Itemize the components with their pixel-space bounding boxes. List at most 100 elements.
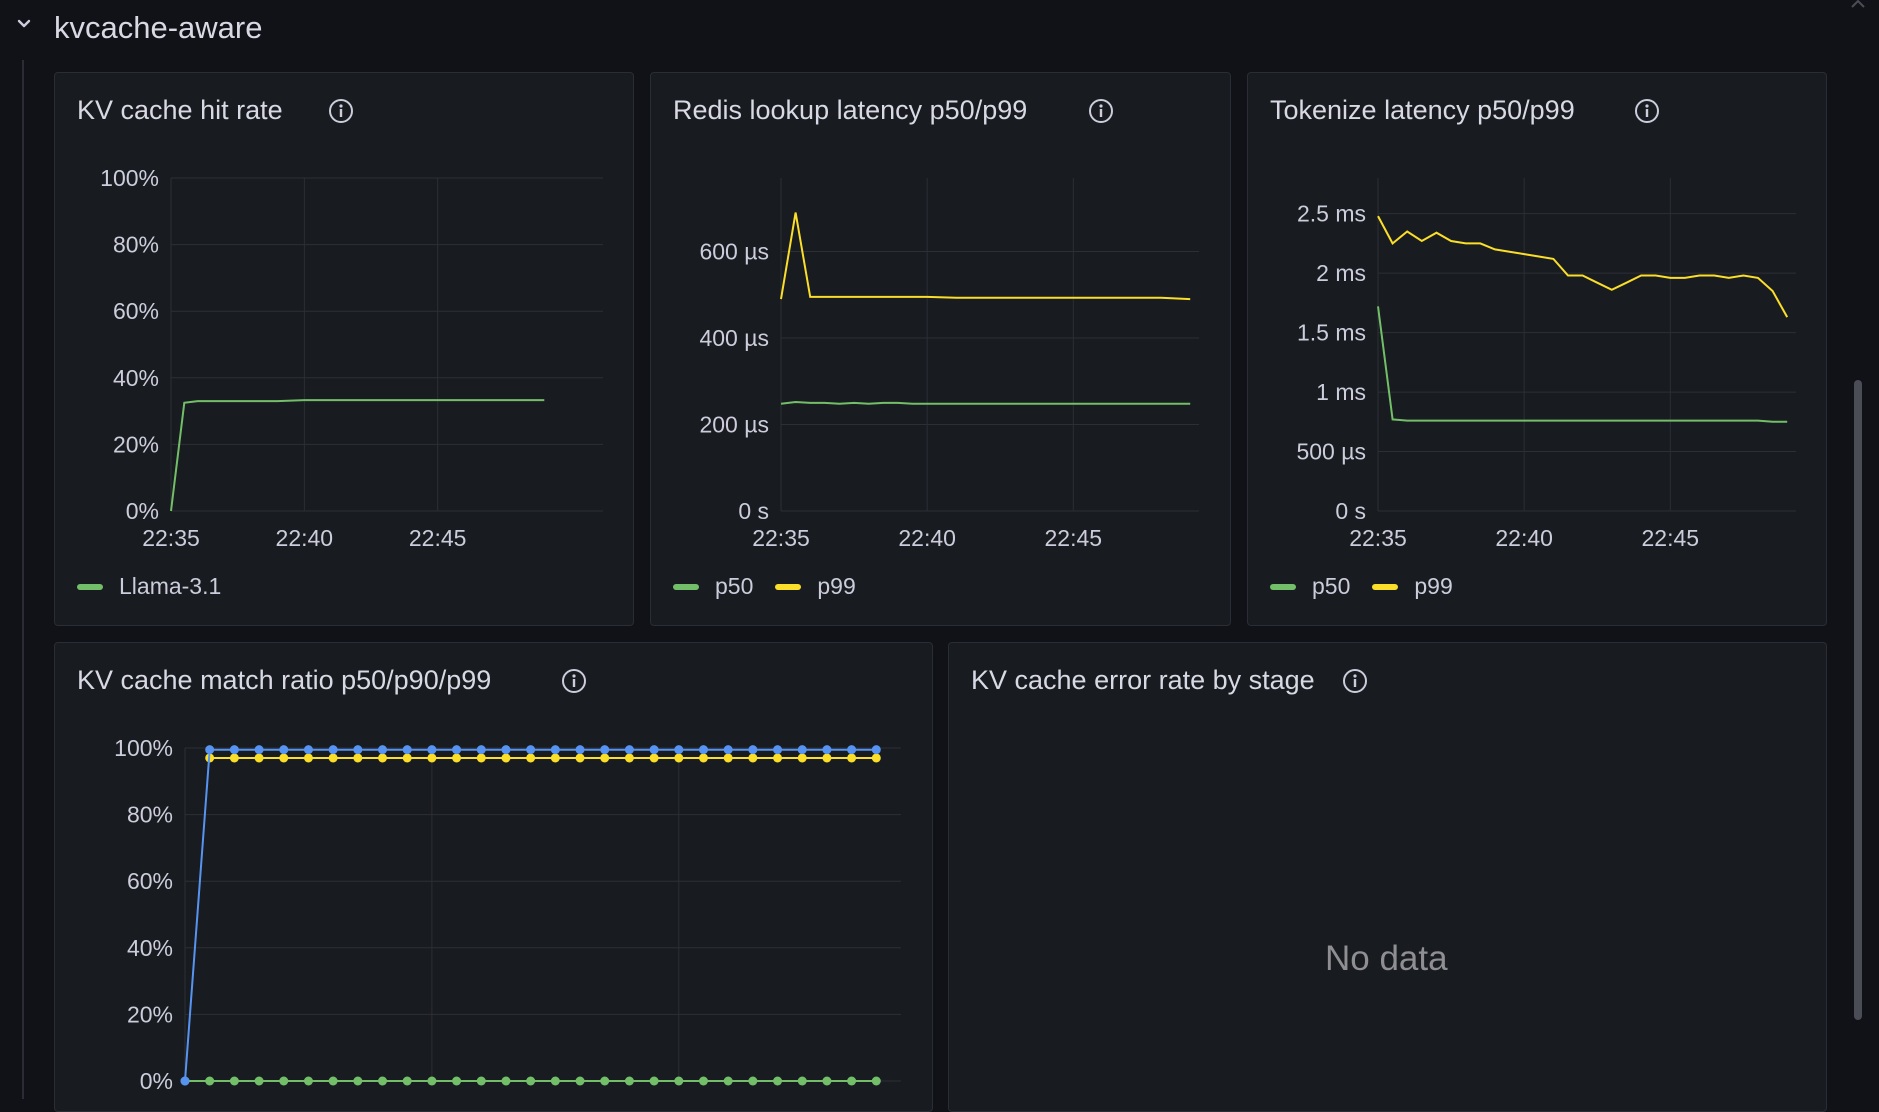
data-point (847, 1076, 857, 1086)
data-point (229, 1076, 239, 1086)
data-point (180, 1076, 190, 1086)
legend-swatch (673, 583, 699, 590)
data-point (550, 1076, 560, 1086)
x-tick-label: 22:45 (1642, 525, 1700, 551)
y-tick-label: 20% (127, 1001, 173, 1027)
y-tick-label: 1 ms (1316, 379, 1366, 405)
data-point (600, 745, 610, 755)
data-point (526, 753, 536, 763)
data-point (229, 753, 239, 763)
scrollbar-thumb[interactable] (1854, 380, 1862, 1020)
data-point (205, 745, 215, 755)
data-point (427, 1076, 437, 1086)
data-point (353, 753, 363, 763)
data-point (723, 1076, 733, 1086)
scroll-up-arrow-icon[interactable] (1849, 0, 1867, 8)
x-tick-label: 22:40 (898, 525, 956, 551)
data-point (723, 745, 733, 755)
data-point (847, 753, 857, 763)
y-tick-label: 500 µs (1296, 439, 1366, 465)
data-point (773, 753, 783, 763)
info-icon[interactable] (327, 97, 355, 125)
data-point (624, 1076, 634, 1086)
data-point (847, 745, 857, 755)
chart-tokenize-latency: 0 s 500 µs 1 ms 1.5 ms 2 ms 2.5 ms 22:35 22:40 2… (1296, 178, 1796, 551)
info-icon[interactable] (1087, 97, 1115, 125)
panel-kv-cache-hit-rate[interactable]: KV cache hit rate 0% 20% 40% 60% 80% 100% 22:3… (54, 72, 634, 626)
x-tick-label: 22:45 (409, 525, 467, 551)
legend-item[interactable]: p50 (673, 573, 753, 600)
info-icon[interactable] (1341, 667, 1369, 695)
x-tick-label: 22:35 (752, 525, 810, 551)
y-tick-label: 2 ms (1316, 260, 1366, 286)
data-point (649, 745, 659, 755)
panel-title[interactable]: KV cache error rate by stage (971, 665, 1315, 695)
data-point (797, 753, 807, 763)
chart-redis-lookup-latency: 0 s 200 µs 400 µs 600 µs 22:35 22:40 22:45 (699, 178, 1199, 551)
data-point (501, 745, 511, 755)
legend-swatch (1372, 583, 1399, 590)
data-point (748, 745, 758, 755)
data-point (723, 753, 733, 763)
x-tick-label: 22:45 (1045, 525, 1103, 551)
data-point (229, 745, 239, 755)
data-point (378, 745, 388, 755)
chevron-down-icon[interactable] (14, 14, 34, 34)
data-point (748, 753, 758, 763)
no-data-message: No data (1325, 939, 1448, 978)
data-point (773, 1076, 783, 1086)
data-point (550, 753, 560, 763)
data-point (279, 1076, 289, 1086)
legend-item[interactable]: p50 (1270, 573, 1350, 600)
y-tick-label: 80% (113, 232, 159, 258)
chart-kv-cache-match-ratio: 0% 20% 40% 60% 80% 100% (114, 735, 901, 1094)
legend-swatch (1270, 583, 1296, 590)
series-line-p99 (1377, 215, 1789, 318)
data-point (303, 1076, 313, 1086)
data-point (303, 745, 313, 755)
panel-title[interactable]: Redis lookup latency p50/p99 (673, 95, 1028, 125)
y-tick-label: 60% (127, 868, 173, 894)
legend-label: p99 (817, 573, 856, 599)
panel-title[interactable]: KV cache hit rate (77, 95, 283, 125)
panel-tokenize-latency[interactable]: Tokenize latency p50/p99 0 s 500 µs 1 ms 1.… (1247, 72, 1827, 626)
y-tick-label: 2.5 ms (1297, 201, 1366, 227)
data-point (402, 753, 412, 763)
y-tick-label: 0% (126, 498, 159, 524)
legend-swatch (775, 583, 802, 590)
data-point (674, 745, 684, 755)
data-point (649, 753, 659, 763)
data-point (600, 753, 610, 763)
y-tick-label: 20% (113, 431, 159, 457)
y-tick-label: 0 s (1335, 498, 1366, 524)
y-tick-label: 40% (127, 935, 173, 961)
legend: p50 p99 (673, 573, 856, 600)
row-rail (22, 60, 24, 1099)
y-tick-label: 0 s (738, 498, 769, 524)
x-tick-label: 22:40 (276, 525, 334, 551)
legend-item[interactable]: p99 (775, 573, 856, 600)
panel-redis-lookup-latency[interactable]: Redis lookup latency p50/p99 0 s 200 µs 40… (650, 72, 1231, 626)
data-point (575, 1076, 585, 1086)
chart-kv-cache-hit-rate: 0% 20% 40% 60% 80% 100% 22:35 22:40 22:45 (100, 165, 603, 551)
data-point (649, 1076, 659, 1086)
panel-title[interactable]: KV cache match ratio p50/p90/p99 (77, 665, 492, 695)
x-tick-label: 22:35 (142, 525, 200, 551)
info-icon[interactable] (1633, 97, 1661, 125)
panel-kv-cache-error-rate[interactable]: KV cache error rate by stage No data (948, 642, 1827, 1112)
panel-title[interactable]: Tokenize latency p50/p99 (1270, 95, 1575, 125)
legend-item[interactable]: p99 (1372, 573, 1453, 600)
data-point (402, 1076, 412, 1086)
data-point (674, 753, 684, 763)
data-point (797, 745, 807, 755)
data-point (526, 1076, 536, 1086)
data-point (452, 1076, 462, 1086)
info-icon[interactable] (560, 667, 588, 695)
y-tick-label: 100% (114, 735, 173, 761)
data-point (452, 753, 462, 763)
legend-item[interactable]: Llama-3.1 (77, 573, 221, 600)
row-header-kvcache-aware[interactable]: kvcache-aware (0, 0, 1840, 60)
data-point (353, 1076, 363, 1086)
panel-kv-cache-match-ratio[interactable]: KV cache match ratio p50/p90/p99 0% 20% 40… (54, 642, 933, 1112)
scrollbar[interactable] (1839, 0, 1879, 1099)
